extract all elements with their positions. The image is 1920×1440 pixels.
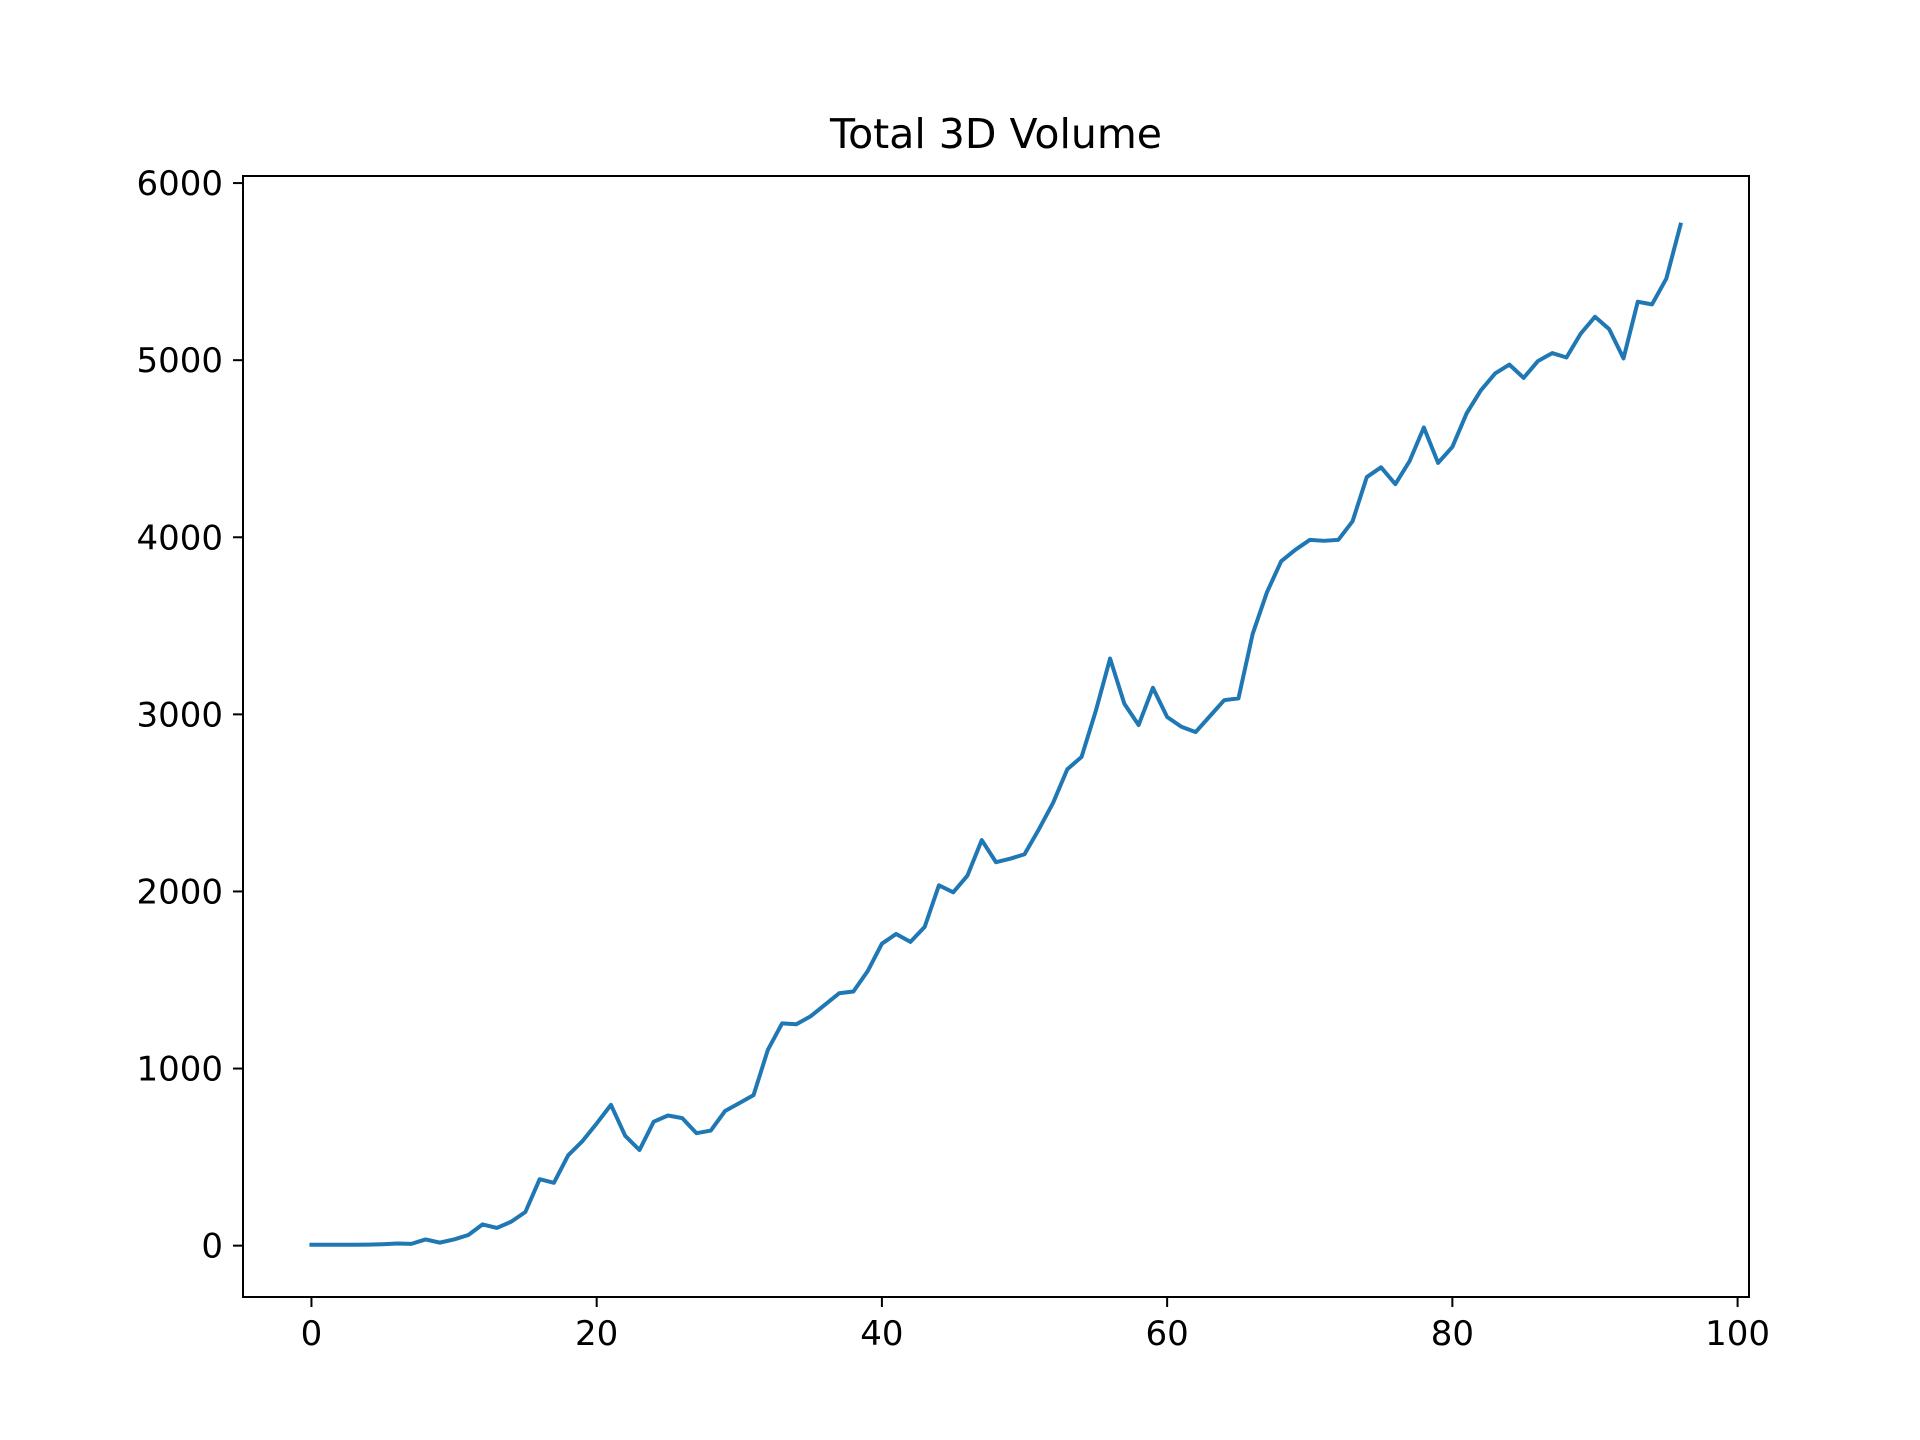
x-tick-label: 0 bbox=[301, 1314, 323, 1354]
y-tick-label: 4000 bbox=[136, 518, 223, 558]
y-tick-label: 0 bbox=[201, 1227, 223, 1267]
x-tick-label: 60 bbox=[1146, 1314, 1189, 1354]
y-tick-label: 6000 bbox=[136, 164, 223, 204]
x-tick-label: 40 bbox=[860, 1314, 903, 1354]
y-tick-label: 5000 bbox=[136, 341, 223, 381]
axes-frame bbox=[242, 175, 1750, 1298]
x-tick-label: 80 bbox=[1431, 1314, 1474, 1354]
plot-area bbox=[309, 222, 1683, 1247]
y-tick-label: 3000 bbox=[136, 695, 223, 735]
series-line-0 bbox=[309, 222, 1683, 1247]
y-tick-label: 1000 bbox=[136, 1050, 223, 1090]
chart-title: Total 3D Volume bbox=[829, 110, 1162, 158]
x-tick-label: 20 bbox=[575, 1314, 618, 1354]
y-tick-label: 2000 bbox=[136, 872, 223, 912]
y-axis: 0 1000 2000 3000 4000 5000 6000 bbox=[136, 164, 243, 1267]
x-axis: 0 20 40 60 80 100 bbox=[301, 1297, 1770, 1354]
x-tick-label: 100 bbox=[1705, 1314, 1770, 1354]
